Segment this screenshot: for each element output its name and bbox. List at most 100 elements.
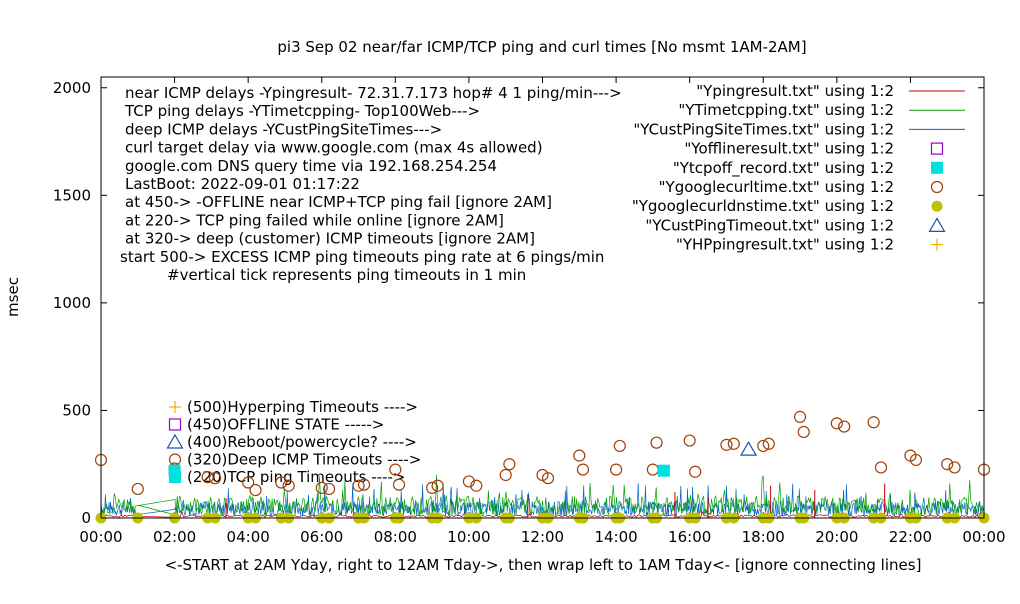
legend-sample	[930, 142, 944, 155]
data-point	[650, 436, 663, 449]
data-point	[352, 479, 365, 492]
data-point	[249, 483, 262, 497]
data-point	[573, 449, 586, 462]
data-point	[462, 475, 476, 488]
x-tick-label: 06:00	[300, 528, 343, 546]
legend-sample	[928, 217, 946, 232]
y-tick-label: 1000	[53, 294, 91, 312]
data-point	[282, 479, 295, 492]
y-tick-label: 1500	[53, 186, 91, 204]
data-point	[389, 463, 402, 476]
plot-frame	[100, 76, 985, 519]
data-point	[838, 420, 851, 433]
data-point	[499, 468, 512, 482]
ping-trace	[100, 483, 985, 518]
data-point	[242, 476, 255, 489]
x-tick-label: 10:00	[447, 528, 490, 546]
legend-label: "YCustPingTimeout.txt" using 1:2	[645, 216, 894, 234]
data-point	[797, 425, 810, 439]
data-point	[874, 461, 888, 474]
x-tick-label: 16:00	[668, 528, 711, 546]
data-point	[941, 458, 954, 471]
data-point	[727, 437, 740, 450]
legend: "Ypingresult.txt" using 1:2"YTimetcpping…	[632, 82, 965, 254]
data-point	[867, 416, 880, 429]
x-tick-label: 22:00	[889, 528, 932, 546]
legend-sample	[931, 161, 943, 174]
x-tick-label: 04:00	[227, 528, 270, 546]
key-label: (400)Reboot/powercycle? ---->	[187, 433, 417, 451]
data-point	[503, 458, 516, 471]
data-point	[689, 465, 702, 478]
legend-label: "YHPpingresult.txt" using 1:2	[676, 236, 894, 254]
key-label: (320)Deep ICMP Timeouts ---->	[187, 451, 421, 469]
data-point	[323, 482, 336, 496]
legend-sample	[931, 200, 943, 212]
legend-label: "YTimetcpping.txt" using 1:2	[678, 101, 894, 119]
ping-trace	[100, 474, 984, 517]
data-point	[275, 476, 288, 489]
x-tick-label: 00:00	[962, 528, 1005, 546]
data-point	[470, 479, 483, 492]
legend-label: "Ygooglecurldnstime.txt" using 1:2	[632, 197, 894, 215]
data-point	[739, 440, 758, 456]
data-point	[201, 471, 214, 484]
note-line: deep ICMP delays -YCustPingSiteTimes--->	[125, 120, 442, 138]
key-label: (220)TCP ping Timeouts ---->	[187, 468, 405, 486]
axes: 00:00 02:00 04:00 06:00 08:00 10:00 12:00 14:00…	[53, 77, 1006, 546]
data-point	[392, 478, 406, 491]
data-point	[541, 472, 555, 485]
data-point	[720, 438, 733, 451]
data-point	[646, 463, 659, 476]
y-tick-label: 0	[81, 509, 91, 527]
x-axis-label: <-START at 2AM Yday, right to 12AM Tday-…	[165, 556, 922, 574]
y-tick-label: 500	[62, 401, 91, 419]
legend-label: "Ytcpoff_record.txt" using 1:2	[673, 159, 894, 178]
legend-sample	[931, 238, 943, 251]
y-tick-label: 2000	[53, 79, 91, 97]
note-line: LastBoot: 2022-09-01 01:17:22	[125, 175, 360, 193]
x-tick-label: 12:00	[521, 528, 564, 546]
data-point	[657, 464, 670, 477]
data-point	[757, 439, 770, 453]
connecting-line	[137, 504, 175, 516]
note-line: near ICMP delays -Ypingresult- 72.31.7.1…	[125, 84, 622, 102]
legend-label: "Ypingresult.txt" using 1:2	[696, 82, 894, 100]
data-point	[131, 482, 144, 496]
data-point	[357, 478, 371, 491]
note-line: at 320-> deep (customer) ICMP timeouts […	[125, 230, 535, 248]
note-line: curl target delay via www.google.com (ma…	[125, 139, 543, 157]
data-point	[909, 453, 923, 467]
data-point	[762, 437, 775, 450]
note-line: google.com DNS query time via 192.168.25…	[125, 157, 497, 175]
data-point	[168, 464, 181, 477]
marker-key: (500)Hyperping Timeouts ---->(450)OFFLIN…	[166, 398, 421, 486]
key-marker	[169, 401, 181, 413]
x-tick-label: 14:00	[594, 528, 637, 546]
note-line: start 500-> EXCESS ICMP ping timeouts pi…	[120, 248, 604, 266]
note-line: at 220-> TCP ping failed while online [i…	[125, 211, 504, 229]
x-tick-label: 20:00	[815, 528, 858, 546]
data-point	[609, 463, 623, 476]
data-point	[208, 472, 222, 485]
data-point	[426, 481, 439, 494]
data-point	[948, 461, 961, 474]
data-point	[793, 410, 807, 423]
note-line: TCP ping delays -YTimetcpping- Top100Web…	[124, 102, 480, 120]
annotation-notes: near ICMP delays -Ypingresult- 72.31.7.1…	[120, 84, 622, 284]
key-label: (500)Hyperping Timeouts ---->	[187, 398, 418, 416]
note-line: #vertical tick represents ping timeouts …	[167, 266, 526, 284]
legend-label: "Ygooglecurltime.txt" using 1:2	[659, 178, 894, 196]
data-point	[683, 434, 696, 447]
x-tick-label: 02:00	[153, 528, 196, 546]
x-tick-label: 08:00	[374, 528, 417, 546]
data-markers	[94, 410, 991, 524]
legend-sample	[930, 180, 944, 194]
data-point	[576, 463, 590, 476]
y-axis-label: msec	[4, 277, 22, 317]
data-point	[613, 439, 626, 453]
note-line: at 450-> -OFFLINE near ICMP+TCP ping fai…	[125, 193, 552, 211]
legend-label: "YCustPingSiteTimes.txt" using 1:2	[633, 120, 894, 138]
key-label: (450)OFFLINE STATE ----->	[187, 416, 384, 434]
